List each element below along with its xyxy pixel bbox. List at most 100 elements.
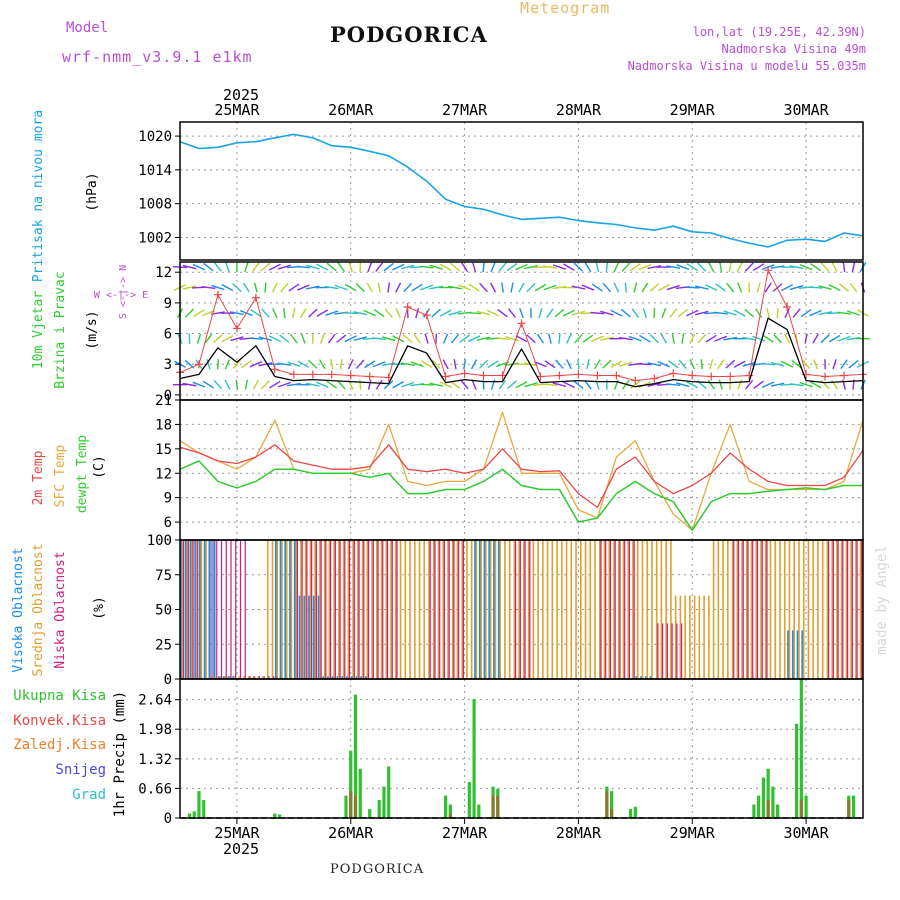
wind-barb <box>468 283 480 292</box>
y-tick-label: 1014 <box>138 163 172 179</box>
wind-barb <box>230 336 244 342</box>
precip-bar <box>448 813 452 818</box>
wind-barb <box>216 359 220 370</box>
wind-barb <box>224 262 230 273</box>
wind-barb <box>581 284 595 291</box>
wind-barb <box>242 282 250 293</box>
wind-barb <box>415 308 420 319</box>
wind-barb <box>647 382 662 388</box>
wind-barb <box>600 310 614 316</box>
wind-barb <box>649 283 660 293</box>
wind-barb <box>296 284 310 291</box>
wind-barb <box>326 380 338 389</box>
wind-panel-label-2: Brzina i Pravac <box>53 271 68 388</box>
wind-barb <box>339 359 343 370</box>
wind-barb <box>479 282 488 293</box>
y-tick-label: 75 <box>155 568 172 584</box>
wind-barb <box>337 262 346 272</box>
wind-barb <box>192 263 206 271</box>
wind-barb <box>306 264 320 270</box>
wind-barb <box>524 382 538 388</box>
y-tick-label: 1.98 <box>138 722 172 738</box>
wind-barb <box>400 264 415 270</box>
wind-barb <box>443 333 449 344</box>
precip-bar <box>799 800 803 818</box>
wind-barb <box>429 285 444 290</box>
wind-barb <box>363 309 376 317</box>
wind-barb <box>723 310 737 316</box>
year-label-bottom: 2025 <box>223 840 259 858</box>
wind-barb <box>602 359 612 369</box>
pressure-series-line <box>179 133 864 248</box>
day-label-bottom: 26MAR <box>328 824 374 842</box>
wind-barb <box>269 380 281 389</box>
footer-station: PODGORICA <box>330 862 425 877</box>
wind-barb <box>232 359 242 369</box>
wind-barb <box>253 282 258 293</box>
wind-barb <box>789 265 804 270</box>
wind-barb <box>526 334 536 344</box>
wind-barb <box>820 262 830 272</box>
temp-label-dewpt: dewpt Temp <box>75 435 90 513</box>
wind-barb <box>524 362 538 367</box>
wind-barb <box>213 380 223 390</box>
wind-barb <box>297 360 310 368</box>
wind-barb <box>329 359 334 370</box>
y-tick-label: 0.66 <box>138 781 172 797</box>
wind-barb <box>591 335 604 342</box>
wind-barb <box>736 262 743 273</box>
precip-bar <box>804 795 808 818</box>
wind-panel-label-1: 10m Vjetar <box>31 291 46 369</box>
wind-barb <box>392 380 405 389</box>
wind-barb <box>401 381 415 388</box>
precip-bar <box>491 795 495 818</box>
wind-barb <box>849 282 858 293</box>
wind-barb <box>490 282 497 293</box>
wind-barb <box>230 311 244 316</box>
precip-bar <box>344 795 348 818</box>
wind-barb <box>252 379 260 390</box>
wind-barb <box>800 309 812 318</box>
wind-barb <box>582 334 594 343</box>
precip-legend-freezing: Zaledj.Kisa <box>13 737 106 753</box>
wind-barb <box>723 336 738 341</box>
wind-barb <box>467 311 482 315</box>
wind-barb <box>463 359 467 370</box>
wind-barb <box>442 359 449 370</box>
wind-barb <box>467 335 481 342</box>
wind-barb <box>271 308 278 319</box>
wind-barb <box>799 381 813 388</box>
wind-barb <box>726 282 735 293</box>
wind-barb <box>678 359 687 369</box>
wind-barb <box>689 359 695 370</box>
cloud-unit-label: (%) <box>92 596 107 619</box>
precip-legend-hail: Grad <box>72 787 106 803</box>
wind-barb <box>686 263 698 271</box>
wind-barb <box>781 283 794 292</box>
wind-barb <box>661 308 667 319</box>
cloud-label-mid: Srednja Oblacnost <box>31 543 46 676</box>
wind-barb <box>524 264 538 270</box>
wind-barb <box>538 308 543 319</box>
precip-bar <box>633 806 637 818</box>
precip-bar <box>766 768 770 818</box>
wind-barb <box>792 308 801 318</box>
wind-barb <box>639 334 651 343</box>
wind-barb <box>355 359 365 369</box>
precip-bar <box>192 811 196 818</box>
wind-barb <box>249 361 263 368</box>
wind-barb <box>554 308 565 318</box>
wind-barb <box>621 262 631 272</box>
wind-barb <box>470 359 478 370</box>
wind-barb <box>403 282 413 293</box>
wind-barb <box>353 336 367 342</box>
precip-bar <box>197 791 201 818</box>
panel-frame <box>179 261 864 401</box>
y-tick-label: 0 <box>164 672 172 688</box>
wind-barb <box>629 263 641 272</box>
wind-barb <box>657 361 671 368</box>
day-label-bottom: 28MAR <box>556 824 602 842</box>
wind-barb <box>694 285 709 290</box>
y-tick-label: 50 <box>155 603 172 619</box>
wind-barb <box>260 262 271 272</box>
